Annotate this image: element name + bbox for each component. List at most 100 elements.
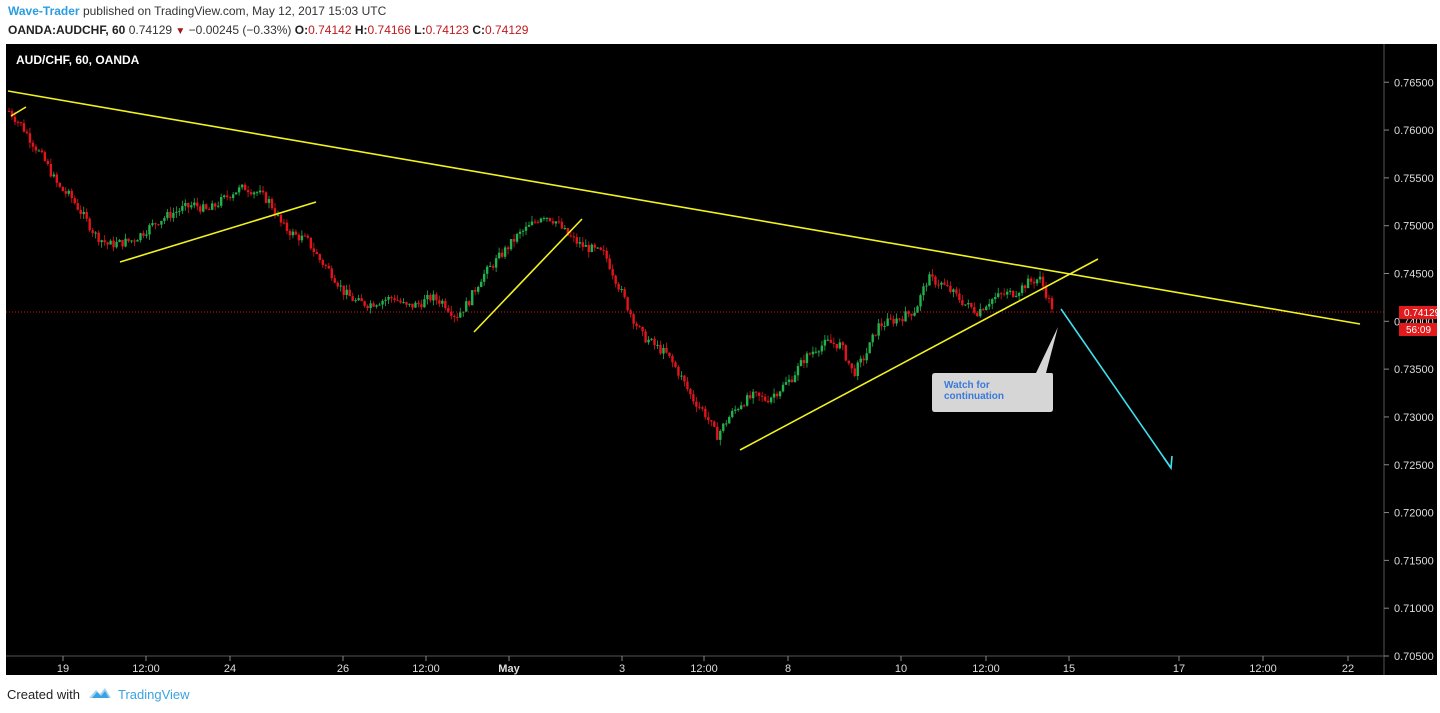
candle-body xyxy=(710,420,713,422)
candle-body xyxy=(348,289,351,297)
candle-body xyxy=(539,218,543,223)
candle-body xyxy=(605,250,608,259)
candle-body xyxy=(952,289,955,292)
candle-body xyxy=(1002,293,1006,295)
time-tick-label: 12:00 xyxy=(972,663,1000,675)
candle-body xyxy=(638,326,641,328)
candle-body xyxy=(450,311,453,316)
candle-body xyxy=(713,421,716,427)
candle-body xyxy=(719,430,722,440)
candle-body xyxy=(67,190,70,194)
time-axis[interactable]: 19 12:00 24 26 12:00 May 3 12:00 8 10 12:00 15 17 12:… xyxy=(57,656,1354,675)
candle-body xyxy=(163,218,166,221)
candle-body xyxy=(414,302,417,308)
candle-body xyxy=(130,240,133,242)
candle-body xyxy=(342,285,345,295)
candle-body xyxy=(934,276,937,285)
candle-body xyxy=(877,323,880,336)
candle-body xyxy=(991,299,994,304)
candle-body xyxy=(862,358,865,361)
candle-body xyxy=(70,190,73,199)
candle-body xyxy=(988,303,991,307)
candle-body xyxy=(444,300,447,309)
candle-body xyxy=(142,233,145,236)
price-axis[interactable]: 0.765000.760000.755000.750000.745000.740… xyxy=(1384,77,1434,663)
candle-body xyxy=(408,303,411,305)
footer: Created with TradingView xyxy=(0,676,1440,713)
time-tick-label: 24 xyxy=(224,663,236,675)
candle-body xyxy=(19,122,23,124)
time-tick-label: May xyxy=(498,663,520,675)
trendline-2 xyxy=(473,218,583,333)
candle-body xyxy=(751,391,755,399)
candle-body xyxy=(432,294,435,301)
candle-body xyxy=(677,366,680,376)
candle-body xyxy=(530,221,534,226)
candle-body xyxy=(488,265,492,267)
price-chart-svg[interactable]: Watch for continuation AUD/CHF, 60, OAND… xyxy=(6,44,1437,675)
candle-body xyxy=(154,223,157,225)
candle-body xyxy=(745,395,749,406)
candle-body xyxy=(169,211,172,218)
trendlines xyxy=(7,90,1361,451)
candle-body xyxy=(465,301,468,312)
high-value: 0.74166 xyxy=(367,23,411,37)
author-link[interactable]: Wave-Trader xyxy=(8,4,80,18)
candle-body xyxy=(234,192,238,195)
candle-body xyxy=(345,289,348,295)
tradingview-logo-icon[interactable] xyxy=(88,686,112,700)
candle-body xyxy=(731,410,734,417)
time-tick-label: 12:00 xyxy=(412,663,440,675)
candle-body xyxy=(769,397,773,403)
candle-body xyxy=(64,191,67,194)
candle-body xyxy=(139,233,142,241)
close-label: C: xyxy=(472,23,485,37)
candle-body xyxy=(910,313,913,316)
candle-body xyxy=(967,302,970,305)
candle-body xyxy=(10,111,14,117)
candle-body xyxy=(554,221,558,224)
low-value: 0.74123 xyxy=(425,23,469,37)
candle-body xyxy=(151,223,154,226)
candle-body xyxy=(518,231,522,234)
candle-body xyxy=(172,212,175,218)
projection-line xyxy=(1060,308,1172,469)
candle-body xyxy=(324,264,327,266)
candle-body xyxy=(913,312,916,316)
tradingview-link[interactable]: TradingView xyxy=(118,687,190,702)
candle-body xyxy=(7,110,11,112)
candle-body xyxy=(695,401,698,407)
candle-body xyxy=(1050,298,1054,309)
annotation-callout[interactable]: Watch for continuation xyxy=(932,327,1058,412)
candle-body xyxy=(829,339,833,343)
candle-body xyxy=(614,275,617,284)
candle-body xyxy=(438,300,441,304)
candle-body xyxy=(841,342,845,346)
candle-body xyxy=(435,294,438,301)
candle-body xyxy=(635,323,638,327)
candle-body xyxy=(886,318,889,326)
candle-body xyxy=(973,307,976,313)
candle-body xyxy=(402,302,405,304)
candle-body xyxy=(1017,292,1021,296)
candle-body xyxy=(850,363,853,369)
candle-body xyxy=(943,282,946,285)
candle-body xyxy=(294,231,298,235)
chart-area[interactable]: Watch for continuation AUD/CHF, 60, OAND… xyxy=(6,44,1437,675)
candle-body xyxy=(680,375,683,377)
candle-body xyxy=(282,222,286,224)
candle-body xyxy=(225,195,229,198)
candle-body xyxy=(303,235,307,237)
candle-body xyxy=(106,242,109,245)
symbol-label: OANDA:AUDCHF, 60 xyxy=(8,23,126,37)
candle-body xyxy=(228,197,232,199)
candle-body xyxy=(1029,278,1033,282)
candle-body xyxy=(479,281,483,287)
candle-body xyxy=(231,194,235,198)
candle-body xyxy=(202,204,205,212)
candle-body xyxy=(536,221,540,223)
candle-body xyxy=(533,221,537,223)
candle-body xyxy=(339,285,342,287)
candle-body xyxy=(193,202,196,206)
annotation-line-2: continuation xyxy=(944,391,1004,402)
